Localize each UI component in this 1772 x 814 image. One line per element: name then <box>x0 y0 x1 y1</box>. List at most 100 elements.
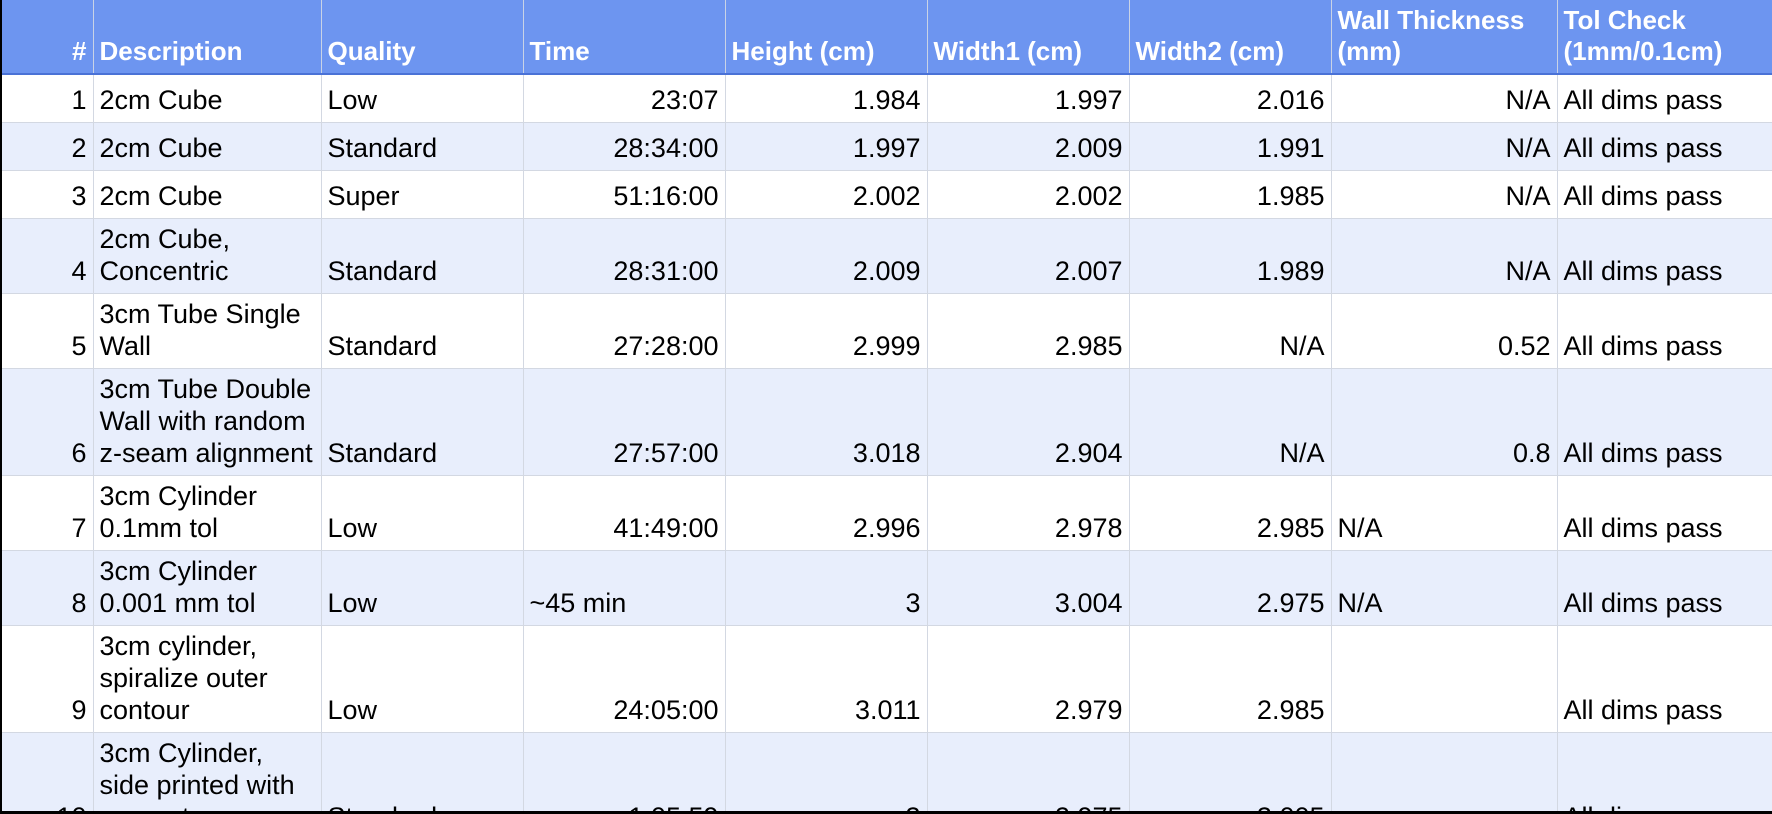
cell-description[interactable]: 3cm Tube Single Wall <box>93 293 322 369</box>
cell-tol-check[interactable]: All dims pass <box>1557 475 1772 551</box>
cell-wall-thickness[interactable]: N/A <box>1331 475 1558 551</box>
cell-wall-thickness[interactable]: 0.52 <box>1331 293 1558 369</box>
cell-tol-check[interactable]: All dims pass <box>1557 368 1772 476</box>
cell-wall-thickness[interactable]: N/A <box>1331 550 1558 626</box>
cell-width2[interactable]: 2.985 <box>1129 475 1332 551</box>
cell-tol-check[interactable]: All dims pass <box>1557 550 1772 626</box>
cell-wall-thickness[interactable]: N/A <box>1331 218 1558 294</box>
header-height[interactable]: Height (cm) <box>725 0 928 75</box>
cell-tol-check[interactable]: All dims pass <box>1557 122 1772 171</box>
cell-description[interactable]: 2cm Cube <box>93 122 322 171</box>
cell-time[interactable]: 27:57:00 <box>523 368 726 476</box>
cell-wall-thickness[interactable]: N/A <box>1331 122 1558 171</box>
cell-width1[interactable]: 2.985 <box>927 293 1130 369</box>
cell-num[interactable]: 4 <box>0 218 94 294</box>
cell-width1[interactable]: 1.997 <box>927 74 1130 123</box>
cell-width2[interactable]: 2.975 <box>1129 550 1332 626</box>
cell-width2[interactable]: 2.985 <box>1129 625 1332 733</box>
cell-height[interactable]: 2.996 <box>725 475 928 551</box>
cell-height[interactable]: 2.002 <box>725 170 928 219</box>
cell-time[interactable]: 28:31:00 <box>523 218 726 294</box>
cell-tol-check[interactable]: All dims pass <box>1557 170 1772 219</box>
cell-description[interactable]: 3cm cylinder, spiralize outer contour <box>93 625 322 733</box>
cell-height[interactable]: 1.997 <box>725 122 928 171</box>
cell-width1[interactable]: 2.978 <box>927 475 1130 551</box>
cell-time[interactable]: 27:28:00 <box>523 293 726 369</box>
cell-wall-thickness[interactable]: N/A <box>1331 74 1558 123</box>
cell-num[interactable]: 5 <box>0 293 94 369</box>
cell-time[interactable]: 51:16:00 <box>523 170 726 219</box>
header-tol-check[interactable]: Tol Check (1mm/0.1cm) <box>1557 0 1772 75</box>
cell-time[interactable]: 41:49:00 <box>523 475 726 551</box>
header-quality[interactable]: Quality <box>321 0 524 75</box>
cell-num[interactable]: 2 <box>0 122 94 171</box>
cell-quality[interactable]: Low <box>321 625 524 733</box>
cell-num[interactable]: 1 <box>0 74 94 123</box>
cell-description[interactable]: 2cm Cube <box>93 74 322 123</box>
cell-height[interactable]: 3 <box>725 732 928 814</box>
cell-description[interactable]: 2cm Cube, Concentric <box>93 218 322 294</box>
cell-num[interactable]: 3 <box>0 170 94 219</box>
header-description[interactable]: Description <box>93 0 322 75</box>
cell-width1[interactable]: 2.009 <box>927 122 1130 171</box>
cell-quality[interactable]: Standard <box>321 122 524 171</box>
cell-width2[interactable]: 3.005 <box>1129 732 1332 814</box>
cell-time[interactable]: 28:34:00 <box>523 122 726 171</box>
cell-tol-check[interactable]: All dims pass <box>1557 74 1772 123</box>
cell-wall-thickness[interactable] <box>1331 732 1558 814</box>
cell-tol-check[interactable]: All dims pass <box>1557 625 1772 733</box>
cell-width2[interactable]: 2.016 <box>1129 74 1332 123</box>
cell-wall-thickness[interactable] <box>1331 625 1558 733</box>
cell-width1[interactable]: 2.002 <box>927 170 1130 219</box>
cell-wall-thickness[interactable]: 0.8 <box>1331 368 1558 476</box>
cell-num[interactable]: 7 <box>0 475 94 551</box>
cell-width1[interactable]: 2.007 <box>927 218 1130 294</box>
cell-num[interactable]: 10 <box>0 732 94 814</box>
cell-quality[interactable]: Low <box>321 550 524 626</box>
cell-width2[interactable]: N/A <box>1129 368 1332 476</box>
cell-width1[interactable]: 2.904 <box>927 368 1130 476</box>
cell-time[interactable]: 24:05:00 <box>523 625 726 733</box>
cell-height[interactable]: 2.999 <box>725 293 928 369</box>
cell-time[interactable]: 23:07 <box>523 74 726 123</box>
cell-height[interactable]: 3.011 <box>725 625 928 733</box>
cell-height[interactable]: 3 <box>725 550 928 626</box>
cell-description[interactable]: 2cm Cube <box>93 170 322 219</box>
cell-num[interactable]: 9 <box>0 625 94 733</box>
cell-num[interactable]: 8 <box>0 550 94 626</box>
cell-description[interactable]: 3cm Cylinder 0.1mm tol <box>93 475 322 551</box>
header-time[interactable]: Time <box>523 0 726 75</box>
cell-tol-check[interactable]: All dims pass <box>1557 293 1772 369</box>
table-row: 3 2cm Cube Super 51:16:00 2.002 2.002 1.… <box>0 170 1772 219</box>
cell-width1[interactable]: 3.004 <box>927 550 1130 626</box>
header-num[interactable]: # <box>0 0 94 75</box>
cell-width1[interactable]: 2.975 <box>927 732 1130 814</box>
cell-tol-check[interactable]: All dims pass <box>1557 732 1772 814</box>
cell-quality[interactable]: Standard <box>321 218 524 294</box>
cell-width2[interactable]: 1.985 <box>1129 170 1332 219</box>
cell-time[interactable]: ~45 min <box>523 550 726 626</box>
cell-description[interactable]: 3cm Cylinder 0.001 mm tol <box>93 550 322 626</box>
cell-wall-thickness[interactable]: N/A <box>1331 170 1558 219</box>
cell-num[interactable]: 6 <box>0 368 94 476</box>
header-width2[interactable]: Width2 (cm) <box>1129 0 1332 75</box>
cell-height[interactable]: 1.984 <box>725 74 928 123</box>
header-wall-thickness[interactable]: Wall Thickness (mm) <box>1331 0 1558 75</box>
cell-height[interactable]: 2.009 <box>725 218 928 294</box>
cell-time[interactable]: 1:05:59 <box>523 732 726 814</box>
cell-description[interactable]: 3cm Cylinder, side printed with supports <box>93 732 322 814</box>
cell-quality[interactable]: Low <box>321 74 524 123</box>
cell-quality[interactable]: Standard <box>321 732 524 814</box>
cell-width1[interactable]: 2.979 <box>927 625 1130 733</box>
cell-height[interactable]: 3.018 <box>725 368 928 476</box>
cell-tol-check[interactable]: All dims pass <box>1557 218 1772 294</box>
cell-description[interactable]: 3cm Tube Double Wall with random z-seam … <box>93 368 322 476</box>
cell-quality[interactable]: Standard <box>321 293 524 369</box>
cell-width2[interactable]: 1.989 <box>1129 218 1332 294</box>
cell-quality[interactable]: Low <box>321 475 524 551</box>
cell-width2[interactable]: N/A <box>1129 293 1332 369</box>
cell-quality[interactable]: Super <box>321 170 524 219</box>
cell-width2[interactable]: 1.991 <box>1129 122 1332 171</box>
header-width1[interactable]: Width1 (cm) <box>927 0 1130 75</box>
cell-quality[interactable]: Standard <box>321 368 524 476</box>
